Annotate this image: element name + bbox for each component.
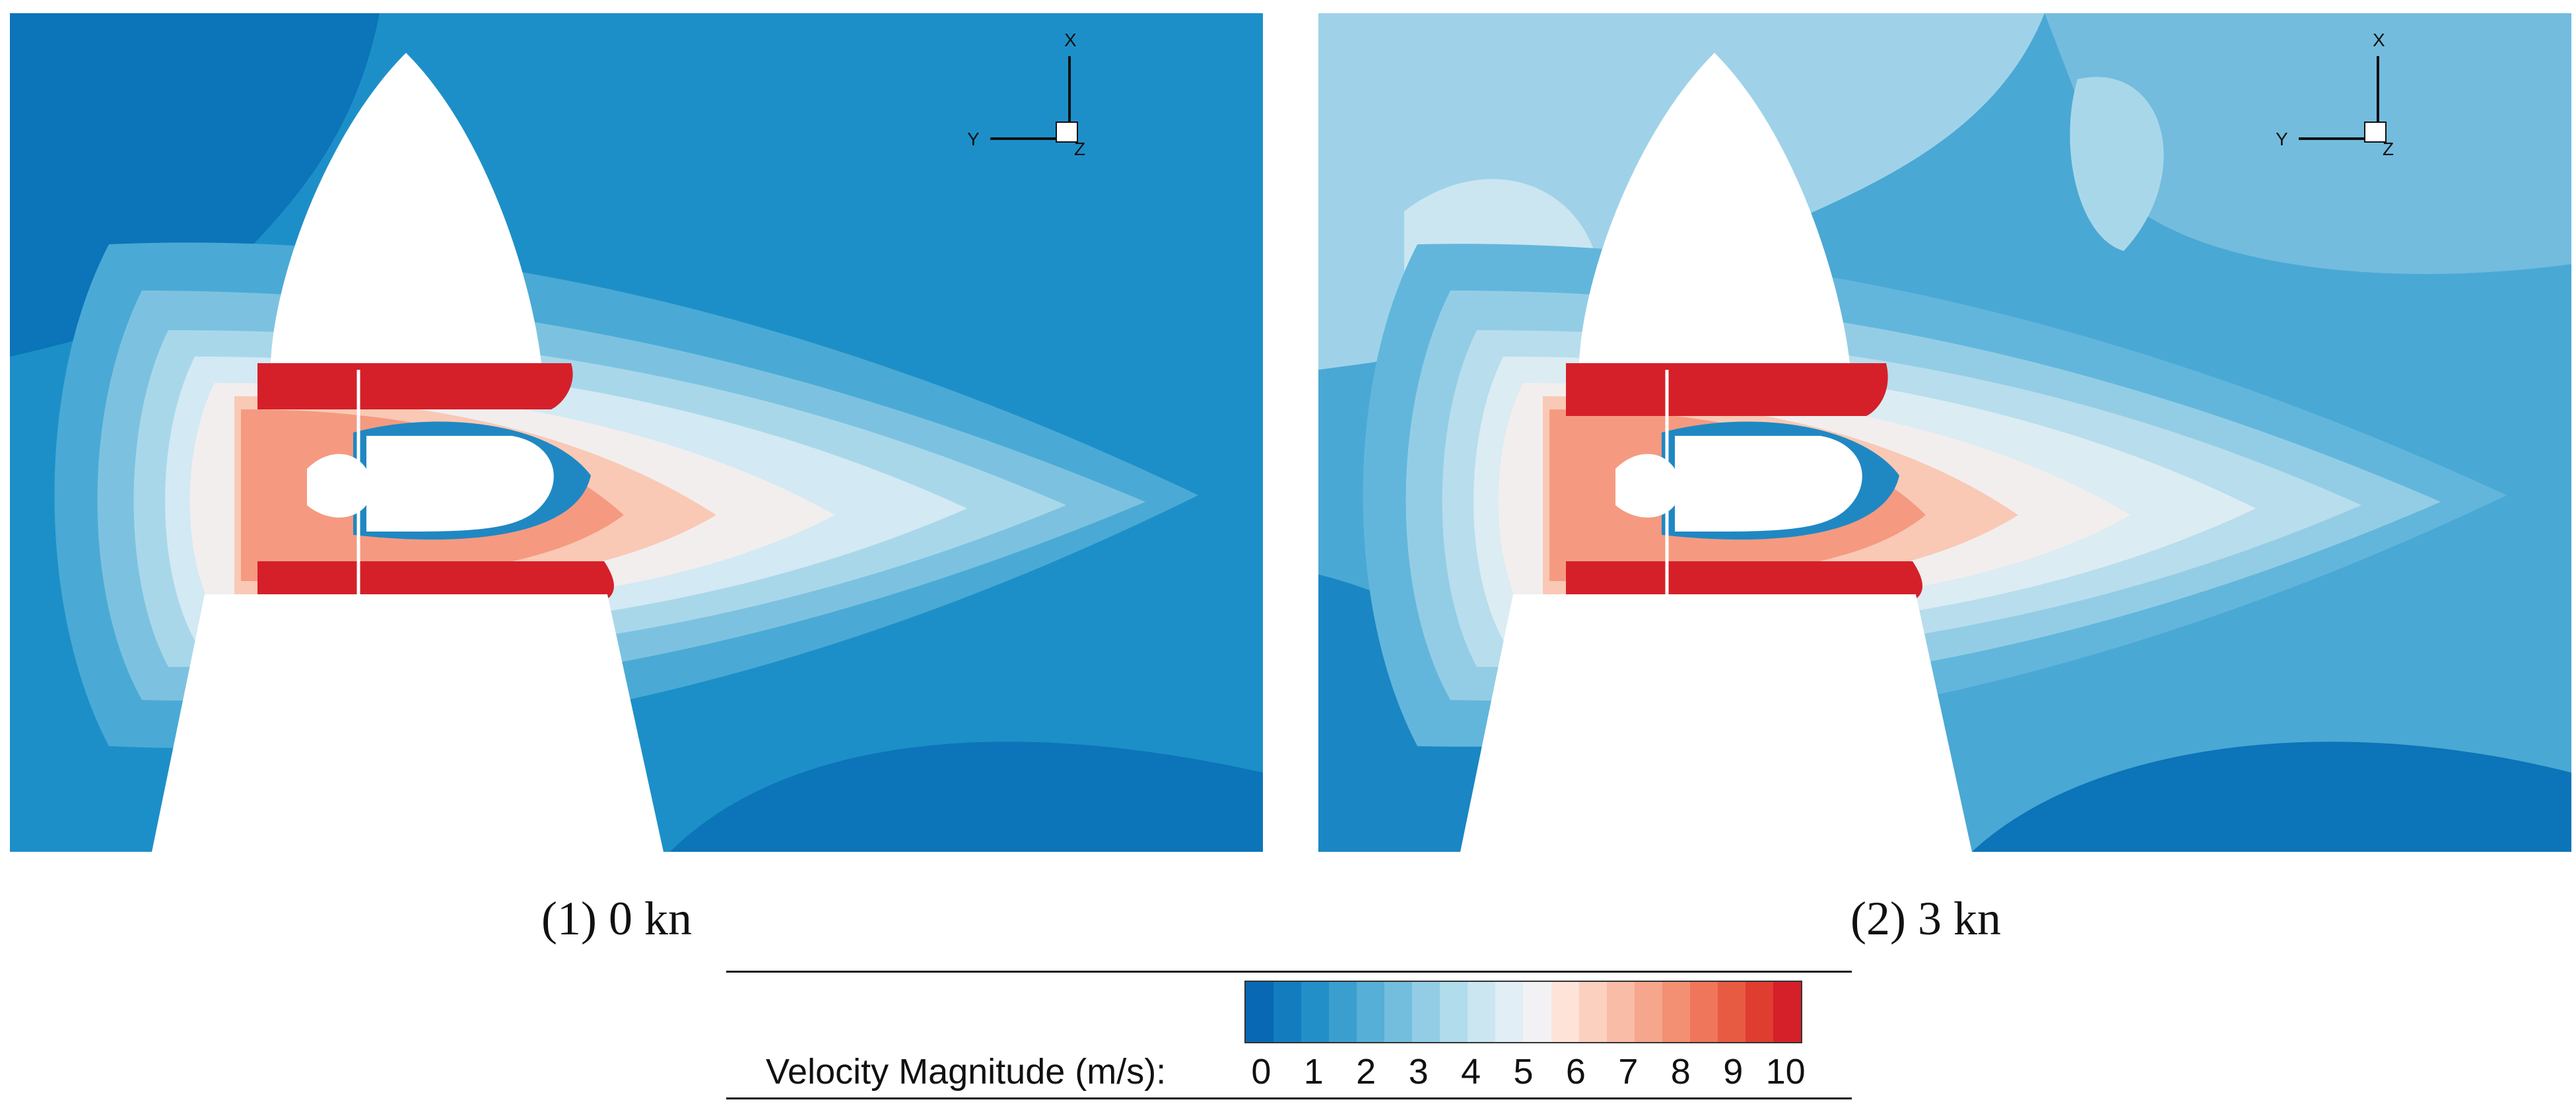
high-velocity-region bbox=[257, 561, 614, 601]
upper-right-flow-region bbox=[2045, 13, 2571, 274]
legend-title: Velocity Magnitude (m/s): bbox=[766, 1052, 1167, 1092]
propeller-hub bbox=[1675, 436, 1862, 532]
legend-tick-label: 10 bbox=[1765, 1052, 1806, 1092]
z-axis-box bbox=[1056, 121, 1078, 143]
legend-swatch bbox=[1662, 982, 1690, 1042]
propeller-hub bbox=[366, 436, 554, 532]
legend-swatch bbox=[1578, 982, 1607, 1042]
caption-0kn: (1) 0 kn bbox=[541, 892, 692, 945]
low-velocity-region bbox=[1972, 742, 2571, 852]
legend-tick-label: 6 bbox=[1565, 1052, 1586, 1092]
legend-swatch bbox=[1551, 982, 1579, 1042]
z-axis-box bbox=[2364, 121, 2387, 143]
legend-swatch bbox=[1773, 982, 1801, 1042]
legend-color-bar bbox=[1244, 981, 1802, 1043]
velocity-contour-plot-0kn: X Y Z bbox=[10, 13, 1263, 852]
legend-swatch bbox=[1412, 982, 1441, 1042]
legend-tick-label: 8 bbox=[1670, 1052, 1691, 1092]
legend-tick-label: 3 bbox=[1408, 1052, 1429, 1092]
legend-swatch bbox=[1689, 982, 1718, 1042]
legend-swatch bbox=[1495, 982, 1524, 1042]
x-axis-label: X bbox=[1064, 30, 1077, 50]
legend-swatch bbox=[1523, 982, 1551, 1042]
axis-triad: X Y Z bbox=[2276, 30, 2394, 159]
legend-swatch bbox=[1301, 982, 1330, 1042]
legend-top-rule bbox=[726, 971, 1852, 973]
legend-tick-label: 1 bbox=[1303, 1052, 1324, 1092]
caption-3kn: (2) 3 kn bbox=[1850, 892, 2001, 945]
y-axis-label: Y bbox=[2276, 129, 2288, 149]
velocity-contour-plot-3kn: X Y Z bbox=[1318, 13, 2571, 852]
legend-tick-label: 5 bbox=[1513, 1052, 1534, 1092]
high-velocity-region bbox=[1566, 363, 1888, 416]
contour-field-0kn: X Y Z bbox=[10, 13, 1263, 852]
legend-tick-label: 0 bbox=[1251, 1052, 1271, 1092]
z-axis-label: Z bbox=[2383, 139, 2394, 159]
legend-swatch bbox=[1745, 982, 1773, 1042]
low-velocity-region bbox=[670, 742, 1263, 852]
x-axis-label: X bbox=[2373, 30, 2385, 50]
legend-bottom-rule bbox=[726, 1097, 1852, 1099]
hull-upper-body bbox=[1579, 53, 1850, 363]
high-velocity-region bbox=[1566, 561, 1922, 601]
legend-swatch bbox=[1357, 982, 1385, 1042]
contour-field-3kn: X Y Z bbox=[1318, 13, 2571, 852]
axis-triad: X Y Z bbox=[967, 30, 1085, 159]
z-axis-label: Z bbox=[1074, 139, 1085, 159]
propeller-blade-root bbox=[1615, 454, 1675, 518]
legend-tick-label: 2 bbox=[1356, 1052, 1376, 1092]
legend-swatch bbox=[1384, 982, 1413, 1042]
bow-side-lobe bbox=[2070, 77, 2164, 251]
hull-lower-body bbox=[1460, 594, 1972, 852]
legend-tick-label: 4 bbox=[1461, 1052, 1481, 1092]
legend-tick-label: 7 bbox=[1618, 1052, 1639, 1092]
legend-swatch bbox=[1440, 982, 1468, 1042]
propeller-blade-root bbox=[307, 454, 366, 518]
legend-swatch bbox=[1273, 982, 1302, 1042]
color-legend: Velocity Magnitude (m/s): 0 1 2 3 4 5 6 7 8 9 10 bbox=[726, 971, 1852, 1099]
legend-swatch bbox=[1246, 982, 1274, 1042]
legend-swatch bbox=[1468, 982, 1496, 1042]
legend-tick-label: 9 bbox=[1723, 1052, 1744, 1092]
legend-swatch bbox=[1717, 982, 1746, 1042]
hull-lower-body bbox=[152, 594, 663, 852]
legend-swatch bbox=[1634, 982, 1662, 1042]
hull-upper-body bbox=[271, 53, 541, 363]
legend-swatch bbox=[1329, 982, 1357, 1042]
legend-swatch bbox=[1606, 982, 1635, 1042]
high-velocity-region bbox=[257, 363, 573, 409]
y-axis-label: Y bbox=[967, 129, 980, 149]
